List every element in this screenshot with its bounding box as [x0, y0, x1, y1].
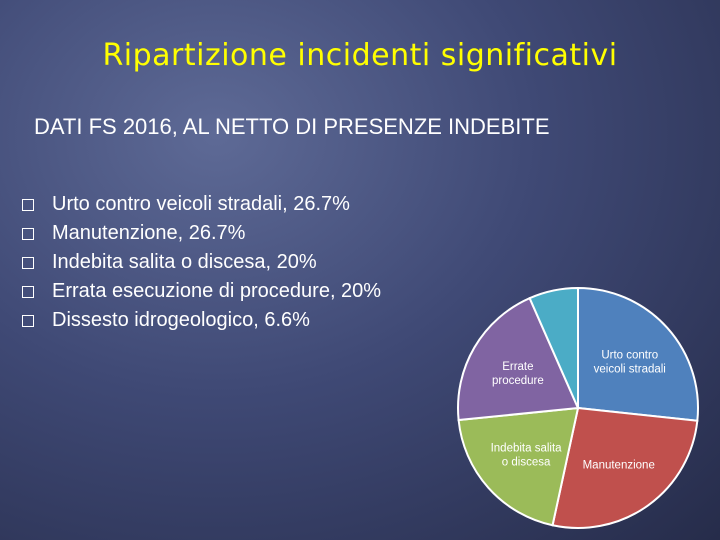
pie-slice	[528, 286, 579, 409]
bullet-box-icon	[22, 285, 34, 298]
bullet-text: Urto contro veicoli stradali, 26.7%	[52, 193, 350, 215]
pie-slice	[577, 286, 699, 422]
bullet-item: Indebita salita o discesa, 20%	[22, 248, 381, 277]
bullet-text: Dissesto idrogeologico, 6.6%	[52, 309, 310, 331]
bullet-item: Errata esecuzione di procedure, 20%	[22, 277, 381, 306]
pie-slice	[457, 406, 580, 527]
bullet-text: Indebita salita o discesa, 20%	[52, 251, 317, 273]
slide-subtitle: DATI FS 2016, AL NETTO DI PRESENZE INDEB…	[34, 114, 550, 139]
bullet-box-icon	[22, 256, 34, 269]
bullet-item: Urto contro veicoli stradali, 26.7%	[22, 190, 381, 219]
pie-slice-label: Indebita salita o discesa	[491, 442, 563, 468]
bullet-box-icon	[22, 314, 34, 327]
bullet-box-icon	[22, 227, 34, 240]
bullet-list: Urto contro veicoli stradali, 26.7% Manu…	[22, 190, 381, 335]
bullet-box-icon	[22, 198, 34, 211]
bullet-text: Manutenzione, 26.7%	[52, 222, 246, 244]
bullet-item: Dissesto idrogeologico, 6.6%	[22, 306, 381, 335]
pie-slice	[457, 296, 580, 422]
pie-slice-label: Urto contro veicoli stradali	[594, 349, 666, 375]
pie-slice	[551, 406, 699, 529]
pie-slice-label: Manutenzione	[583, 459, 655, 471]
slide-title: Ripartizione incidenti significativi	[102, 38, 618, 73]
bullet-text: Errata esecuzione di procedure, 20%	[52, 280, 382, 302]
bullet-item: Manutenzione, 26.7%	[22, 219, 381, 248]
pie-slice-label: Errate procedure	[492, 361, 544, 387]
